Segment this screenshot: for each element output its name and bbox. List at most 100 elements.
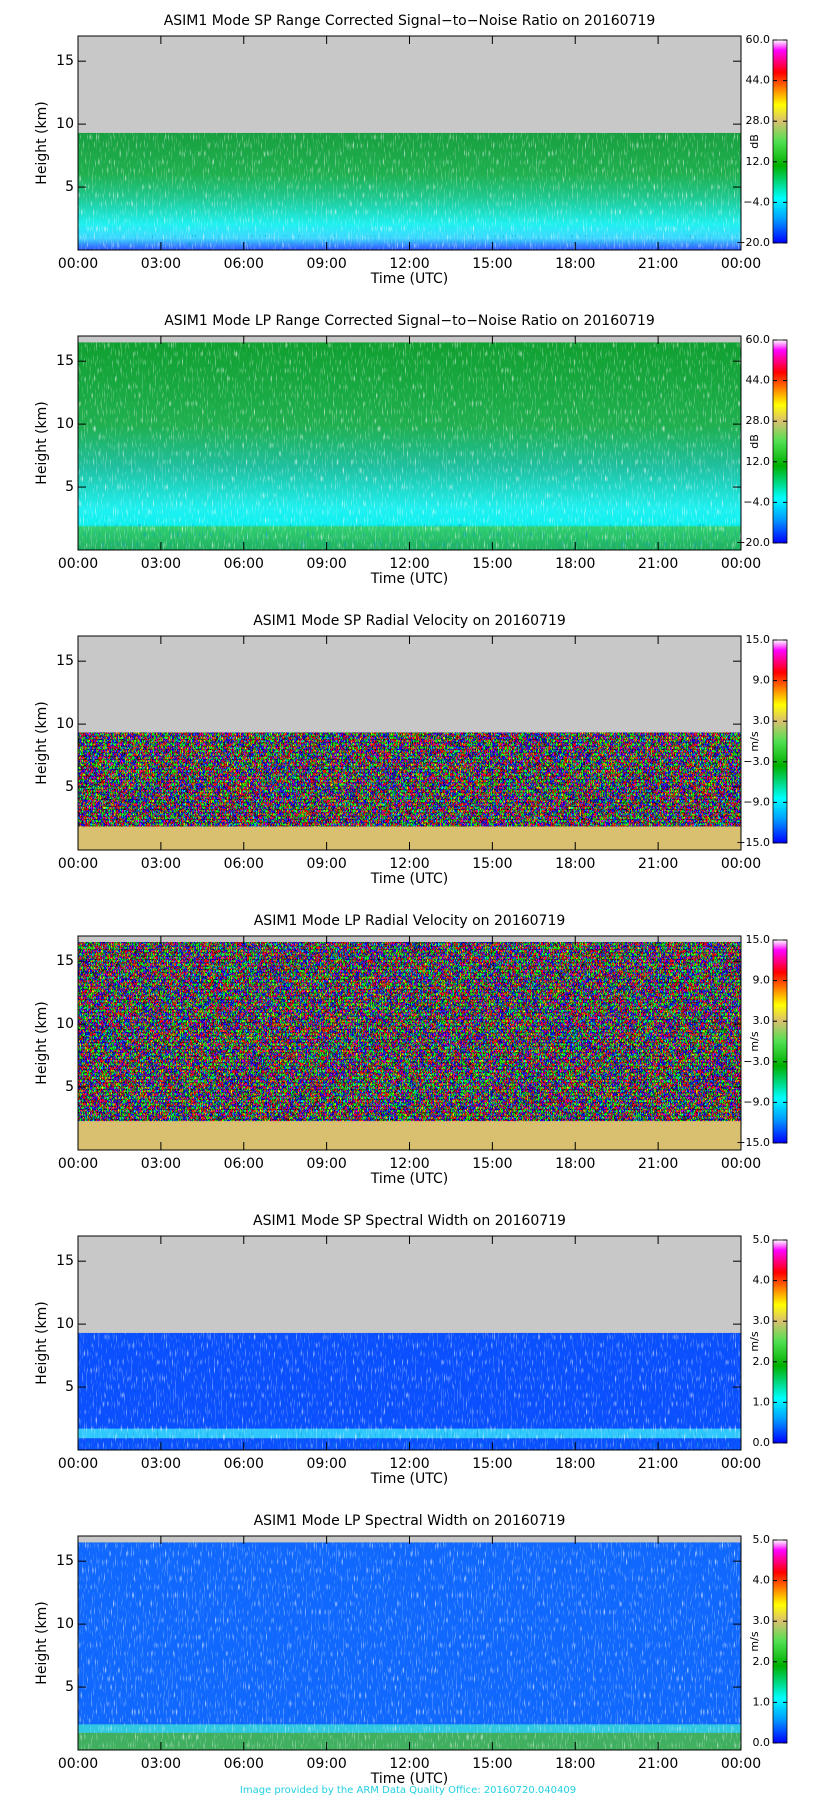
colorbar-label: m/s bbox=[748, 1631, 761, 1651]
colorbar bbox=[772, 1539, 788, 1744]
y-axis-label: Height (km) bbox=[34, 1301, 50, 1384]
x-tick-label: 12:00 bbox=[389, 1756, 429, 1772]
colorbar-tick-label: 44.0 bbox=[746, 74, 771, 87]
colorbar-tick-label: −4.0 bbox=[743, 495, 770, 508]
colorbar-label: dB bbox=[748, 134, 761, 149]
colorbar-tick-label: 2.0 bbox=[753, 1655, 771, 1668]
colorbar-tick-label: 1.0 bbox=[753, 1395, 771, 1408]
x-tick-label: 00:00 bbox=[721, 556, 761, 572]
x-tick-label: 00:00 bbox=[58, 556, 98, 572]
y-tick-label: 5 bbox=[65, 779, 74, 795]
colorbar-tick-label: 3.0 bbox=[753, 1014, 771, 1027]
y-tick-label: 15 bbox=[56, 953, 74, 969]
y-tick-label: 10 bbox=[56, 716, 74, 732]
colorbar-tick-label: 60.0 bbox=[746, 33, 771, 46]
colorbar-tick-label: −4.0 bbox=[743, 195, 770, 208]
colorbar-tick-label: −20.0 bbox=[736, 536, 770, 549]
colorbar-tick-label: 3.0 bbox=[753, 1614, 771, 1627]
colorbar-tick-label: 3.0 bbox=[753, 1314, 771, 1327]
colorbar-label: m/s bbox=[748, 1331, 761, 1351]
y-tick-label: 15 bbox=[56, 653, 74, 669]
x-tick-label: 09:00 bbox=[306, 1456, 346, 1472]
x-tick-label: 09:00 bbox=[306, 856, 346, 872]
x-tick-label: 09:00 bbox=[306, 256, 346, 272]
colorbar-tick-label: 12.0 bbox=[746, 455, 771, 468]
colorbar-tick-label: −15.0 bbox=[736, 836, 770, 849]
y-tick-label: 10 bbox=[56, 416, 74, 432]
x-tick-label: 18:00 bbox=[555, 856, 595, 872]
colorbar-tick-label: 5.0 bbox=[753, 1233, 771, 1246]
x-tick-label: 00:00 bbox=[58, 1156, 98, 1172]
y-tick-label: 10 bbox=[56, 1016, 74, 1032]
x-tick-label: 09:00 bbox=[306, 556, 346, 572]
colorbar-label: m/s bbox=[748, 731, 761, 751]
x-axis-label: Time (UTC) bbox=[370, 1171, 448, 1187]
x-axis-label: Time (UTC) bbox=[370, 571, 448, 587]
x-tick-label: 12:00 bbox=[389, 856, 429, 872]
colorbar-tick-label: 44.0 bbox=[746, 374, 771, 387]
x-tick-label: 03:00 bbox=[141, 1756, 181, 1772]
y-axis-label: Height (km) bbox=[34, 401, 50, 484]
raster bbox=[78, 342, 741, 550]
colorbar-tick-label: 0.0 bbox=[753, 1736, 771, 1749]
x-tick-label: 18:00 bbox=[555, 1456, 595, 1472]
footer: Image provided by the ARM Data Quality O… bbox=[240, 1785, 576, 1796]
colorbar bbox=[772, 39, 788, 244]
x-tick-label: 21:00 bbox=[638, 1456, 678, 1472]
x-tick-label: 00:00 bbox=[58, 1456, 98, 1472]
colorbar bbox=[772, 1239, 788, 1444]
x-tick-label: 00:00 bbox=[721, 856, 761, 872]
x-tick-label: 18:00 bbox=[555, 256, 595, 272]
colorbar-label: m/s bbox=[748, 1031, 761, 1051]
raster bbox=[78, 132, 741, 250]
x-tick-label: 00:00 bbox=[58, 856, 98, 872]
x-tick-label: 12:00 bbox=[389, 1456, 429, 1472]
colorbar-tick-label: 5.0 bbox=[753, 1533, 771, 1546]
y-axis-label: Height (km) bbox=[34, 1601, 50, 1684]
x-tick-label: 12:00 bbox=[389, 256, 429, 272]
x-tick-label: 00:00 bbox=[721, 1756, 761, 1772]
x-axis-label: Time (UTC) bbox=[370, 1771, 448, 1787]
panel-title: ASIM1 Mode LP Range Corrected Signal−to−… bbox=[164, 313, 655, 329]
x-tick-label: 00:00 bbox=[721, 1456, 761, 1472]
colorbar-tick-label: 12.0 bbox=[746, 155, 771, 168]
y-tick-label: 15 bbox=[56, 1553, 74, 1569]
x-tick-label: 21:00 bbox=[638, 1156, 678, 1172]
x-tick-label: 06:00 bbox=[224, 1756, 264, 1772]
colorbar-tick-label: 9.0 bbox=[753, 674, 771, 687]
colorbar-tick-label: 15.0 bbox=[746, 933, 771, 946]
y-tick-label: 5 bbox=[65, 179, 74, 195]
x-axis-label: Time (UTC) bbox=[370, 871, 448, 887]
panel-title: ASIM1 Mode SP Range Corrected Signal−to−… bbox=[164, 13, 656, 29]
y-tick-label: 5 bbox=[65, 479, 74, 495]
x-tick-label: 18:00 bbox=[555, 1156, 595, 1172]
colorbar-tick-label: 1.0 bbox=[753, 1695, 771, 1708]
x-tick-label: 06:00 bbox=[224, 556, 264, 572]
x-tick-label: 03:00 bbox=[141, 556, 181, 572]
panel-title: ASIM1 Mode SP Spectral Width on 20160719 bbox=[253, 1213, 566, 1229]
y-tick-label: 5 bbox=[65, 1379, 74, 1395]
colorbar-tick-label: 0.0 bbox=[753, 1436, 771, 1449]
x-tick-label: 06:00 bbox=[224, 856, 264, 872]
x-tick-label: 00:00 bbox=[58, 256, 98, 272]
x-tick-label: 06:00 bbox=[224, 256, 264, 272]
colorbar-tick-label: −9.0 bbox=[743, 795, 770, 808]
panel-title: ASIM1 Mode SP Radial Velocity on 2016071… bbox=[253, 613, 566, 629]
colorbar-tick-label: −20.0 bbox=[736, 236, 770, 249]
x-tick-label: 21:00 bbox=[638, 256, 678, 272]
colorbar-tick-label: 28.0 bbox=[746, 114, 771, 127]
x-tick-label: 15:00 bbox=[472, 1456, 512, 1472]
x-tick-label: 18:00 bbox=[555, 1756, 595, 1772]
colorbar-tick-label: 60.0 bbox=[746, 333, 771, 346]
x-tick-label: 15:00 bbox=[472, 256, 512, 272]
x-tick-label: 03:00 bbox=[141, 856, 181, 872]
x-tick-label: 21:00 bbox=[638, 856, 678, 872]
colorbar-tick-label: 3.0 bbox=[753, 714, 771, 727]
x-tick-label: 15:00 bbox=[472, 856, 512, 872]
y-axis-label: Height (km) bbox=[34, 1001, 50, 1084]
x-tick-label: 00:00 bbox=[721, 256, 761, 272]
colorbar-tick-label: 15.0 bbox=[746, 633, 771, 646]
y-tick-label: 10 bbox=[56, 1616, 74, 1632]
y-axis-label: Height (km) bbox=[34, 101, 50, 184]
